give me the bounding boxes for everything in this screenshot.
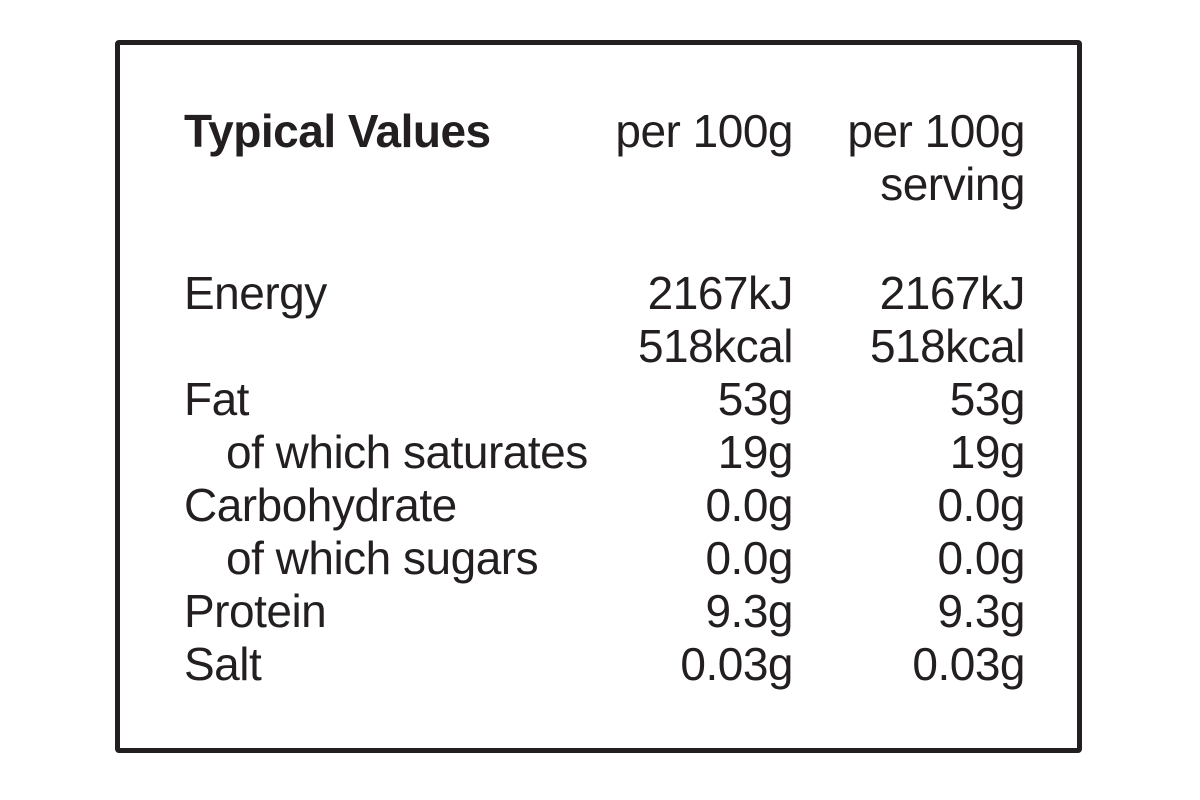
nutrition-rows: Energy 2167kJ 2167kJ 518kcal 518kcal Fat…: [184, 267, 1026, 691]
table-row: Salt 0.03g 0.03g: [184, 638, 1026, 691]
column-header-per-serving-line2: serving: [880, 158, 1025, 210]
row-label: of which sugars: [226, 532, 539, 584]
table-row: Fat 53g 53g: [184, 373, 1026, 426]
row-per100g-value: 0.0g: [705, 532, 793, 584]
row-label: Protein: [184, 585, 327, 637]
nutrition-label: Typical Values per 100g per 100g serving…: [115, 40, 1082, 753]
table-row: Protein 9.3g 9.3g: [184, 585, 1026, 638]
row-label: Energy: [184, 267, 327, 319]
row-per100g-value: 53g: [717, 373, 794, 425]
row-per-serving-value: 0.0g: [937, 479, 1025, 531]
table-row: 518kcal 518kcal: [184, 320, 1026, 373]
row-per-serving-value: 19g: [949, 426, 1026, 478]
column-header-per-serving-line1: per 100g: [847, 105, 1025, 157]
table-row: of which sugars 0.0g 0.0g: [184, 532, 1026, 585]
column-header-per100g: per 100g: [615, 105, 793, 157]
row-per100g-value: 2167kJ: [647, 267, 794, 319]
row-per100g-value: 19g: [717, 426, 794, 478]
row-per100g-value: 0.03g: [680, 638, 793, 690]
table-row: Energy 2167kJ 2167kJ: [184, 267, 1026, 320]
row-label: Fat: [184, 373, 249, 425]
table-row: Carbohydrate 0.0g 0.0g: [184, 479, 1026, 532]
row-per-serving-value: 0.0g: [937, 532, 1025, 584]
table-row: of which saturates 19g 19g: [184, 426, 1026, 479]
row-label: Carbohydrate: [184, 479, 457, 531]
row-per-serving-value: 9.3g: [937, 585, 1025, 637]
header-spacer: [184, 211, 1025, 267]
table-title: Typical Values: [184, 105, 491, 157]
row-per-serving-value: 2167kJ: [879, 267, 1026, 319]
row-per100g-value: 0.0g: [705, 479, 793, 531]
row-per100g-value: 518kcal: [637, 320, 794, 372]
row-label: of which saturates: [226, 426, 588, 478]
row-label: Salt: [184, 638, 262, 690]
row-per-serving-value: 53g: [949, 373, 1026, 425]
row-per-serving-value: 0.03g: [912, 638, 1025, 690]
column-header-per-serving: per 100g serving: [793, 105, 1025, 211]
row-per-serving-value: 518kcal: [869, 320, 1026, 372]
row-per100g-value: 9.3g: [705, 585, 793, 637]
table-header-row: Typical Values per 100g per 100g serving: [184, 105, 1026, 211]
